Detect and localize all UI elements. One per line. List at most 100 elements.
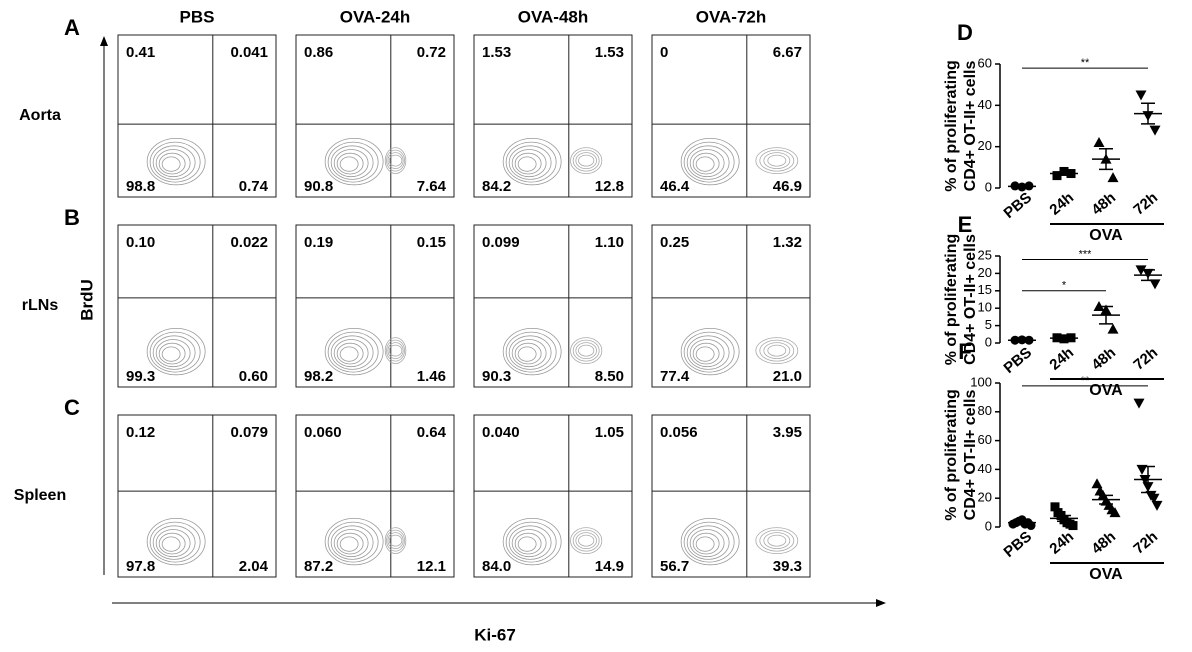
quadrant-value: 0.64: [417, 424, 447, 441]
y-tick-label: 5: [985, 317, 992, 332]
quadrant-value: 39.3: [773, 558, 802, 575]
y-tick-label: 0: [985, 179, 992, 194]
quadrant-value: 0.056: [660, 424, 698, 441]
x-tick-label: 24h: [1046, 189, 1077, 219]
quadrant-value: 1.32: [773, 234, 802, 251]
y-arrowhead: [100, 36, 108, 46]
quadrant-value: 84.0: [482, 558, 511, 575]
data-point: [1108, 324, 1119, 334]
contour: [571, 528, 602, 554]
contour: [506, 332, 556, 372]
contour: [328, 332, 378, 372]
panel-letter: C: [64, 395, 80, 420]
group-label: OVA: [1089, 566, 1123, 583]
contour: [760, 150, 794, 171]
panel-letter: E: [958, 212, 973, 237]
quadrant-value: 14.9: [595, 558, 624, 575]
contour: [571, 338, 602, 364]
quadrant-value: 46.9: [773, 178, 802, 195]
contour: [579, 535, 594, 546]
y-axis-label: % of proliferating: [943, 60, 960, 192]
y-tick-label: 60: [978, 55, 992, 70]
contour: [573, 150, 599, 171]
quadrant-value: 0.022: [230, 234, 268, 251]
data-point: [1136, 91, 1147, 101]
quadrant-value: 0.060: [304, 424, 342, 441]
significance-label: ***: [1079, 248, 1093, 260]
contour: [150, 142, 200, 182]
contour: [768, 345, 786, 356]
x-tick-label: 24h: [1046, 528, 1077, 558]
y-tick-label: 20: [978, 490, 992, 505]
row-label: Spleen: [14, 487, 66, 504]
contour: [518, 537, 536, 551]
data-point: [1150, 126, 1161, 136]
quadrant-value: 90.3: [482, 368, 511, 385]
contour: [760, 530, 794, 551]
contour: [684, 522, 734, 562]
contour: [162, 157, 180, 171]
quadrant-value: 46.4: [660, 178, 690, 195]
figure: PBSOVA-24hOVA-48hOVA-72hBrdUKi-67AAorta0…: [0, 0, 1192, 652]
contour: [696, 157, 714, 171]
data-point: [1094, 137, 1105, 147]
contour: [756, 528, 798, 554]
quadrant-value: 0.079: [230, 424, 268, 441]
x-arrowhead: [876, 599, 886, 607]
contour: [579, 345, 594, 356]
quadrant-value: 56.7: [660, 558, 689, 575]
contour: [506, 522, 556, 562]
contour: [760, 340, 794, 361]
contour: [518, 347, 536, 361]
quadrant-value: 77.4: [660, 368, 690, 385]
quadrant-value: 0.040: [482, 424, 520, 441]
contour: [571, 148, 602, 174]
x-tick-label: 24h: [1046, 344, 1077, 374]
quadrant-value: 1.46: [417, 368, 446, 385]
contour: [768, 155, 786, 166]
quadrant-value: 87.2: [304, 558, 333, 575]
group-label: OVA: [1089, 382, 1123, 399]
contour: [579, 155, 594, 166]
row-label: Aorta: [19, 107, 61, 124]
y-tick-label: 20: [978, 265, 992, 280]
contour: [573, 530, 599, 551]
y-tick-label: 40: [978, 97, 992, 112]
contour: [696, 537, 714, 551]
quadrant-value: 0.041: [230, 44, 268, 61]
panel-letter: B: [64, 205, 80, 230]
group-label: OVA: [1089, 227, 1123, 244]
data-point: [1108, 172, 1119, 182]
y-tick-label: 60: [978, 432, 992, 447]
error-bar: [1057, 338, 1071, 339]
y-tick-label: 10: [978, 300, 992, 315]
quadrant-value: 99.3: [126, 368, 155, 385]
x-tick-label: 72h: [1130, 344, 1161, 374]
quadrant-value: 98.8: [126, 178, 155, 195]
quadrant-value: 0.099: [482, 234, 520, 251]
quadrant-value: 97.8: [126, 558, 155, 575]
panel-letter: D: [957, 20, 973, 45]
data-point: [1069, 521, 1078, 530]
quadrant-value: 1.10: [595, 234, 624, 251]
error-bar: [1015, 186, 1029, 187]
significance-label: **: [1081, 375, 1090, 387]
quadrant-value: 8.50: [595, 368, 624, 385]
contour: [150, 332, 200, 372]
column-header: OVA-72h: [696, 7, 767, 26]
quadrant-value: 7.64: [417, 178, 447, 195]
contour: [385, 338, 406, 364]
contour: [768, 535, 786, 546]
x-tick-label: PBS: [1001, 528, 1036, 561]
contour: [506, 142, 556, 182]
x-tick-label: PBS: [1001, 189, 1036, 222]
contour: [328, 522, 378, 562]
data-point: [1134, 399, 1145, 409]
contour: [150, 522, 200, 562]
quadrant-value: 1.05: [595, 424, 624, 441]
x-tick-label: 72h: [1130, 528, 1161, 558]
y-tick-label: 15: [978, 282, 992, 297]
y-tick-label: 40: [978, 461, 992, 476]
data-point: [1152, 501, 1163, 511]
panel-letter: A: [64, 15, 80, 40]
